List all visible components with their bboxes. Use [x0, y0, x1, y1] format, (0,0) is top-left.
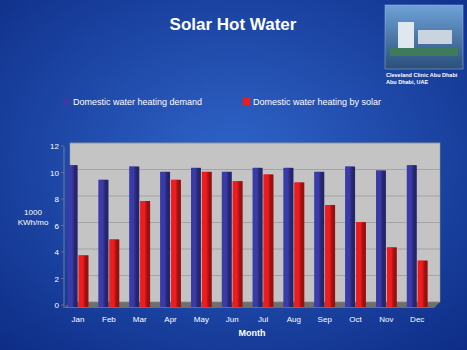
bar-shade [202, 172, 212, 307]
y-tick [61, 305, 64, 306]
x-tick-label: Sep [318, 315, 333, 324]
bar [109, 239, 119, 307]
x-tick-label: Aug [287, 315, 301, 324]
y-axis-label: 1000KWh/mo [18, 208, 49, 227]
bar [171, 180, 181, 307]
bar-shade [314, 172, 324, 307]
y-axis-label-line: KWh/mo [18, 218, 49, 227]
y-tick-label: 4 [55, 248, 60, 257]
y-tick [61, 278, 64, 279]
y-tick-label: 2 [55, 275, 60, 284]
bar-shade [356, 222, 366, 307]
bar [202, 172, 212, 307]
bar-shade [140, 201, 150, 307]
bar [233, 181, 243, 307]
x-tick-label: May [194, 315, 209, 324]
title: Solar Hot Water [170, 15, 297, 34]
bar [387, 247, 397, 307]
y-tick-label: 10 [50, 169, 59, 178]
x-tick-label: Jan [72, 315, 85, 324]
bar [345, 167, 355, 307]
legend-swatch [63, 98, 70, 105]
bar [160, 172, 170, 307]
bar-shade [171, 180, 181, 307]
x-tick-label: Apr [164, 315, 177, 324]
bar [325, 205, 335, 307]
bar-shade [264, 175, 274, 308]
x-tick-label: Oct [349, 315, 362, 324]
bar-shade [79, 255, 89, 307]
bar [253, 168, 263, 307]
bar [140, 201, 150, 307]
bar-shade [68, 165, 78, 307]
bar [264, 175, 274, 308]
bar-shade [387, 247, 397, 307]
photo-ground [390, 48, 458, 56]
photo-caption: Cleveland Clinic Abu Dhabi [386, 72, 458, 78]
bar-shade [345, 167, 355, 307]
bar [284, 168, 294, 307]
bar-shade [233, 181, 243, 307]
bar [222, 172, 232, 307]
photo-building [418, 30, 452, 44]
bar-shade [191, 168, 201, 307]
background [0, 0, 467, 350]
bar-shade [376, 171, 386, 307]
bar [376, 171, 386, 307]
grid-line [70, 143, 440, 144]
bar [407, 165, 417, 307]
photo [385, 5, 463, 69]
bar-shade [407, 165, 417, 307]
bar-shade [325, 205, 335, 307]
bar-shade [253, 168, 263, 307]
x-tick-label: Feb [102, 315, 116, 324]
bar [294, 182, 304, 307]
y-axis-line [64, 147, 65, 308]
bars [68, 165, 428, 307]
x-tick-label: Mar [133, 315, 147, 324]
x-tick-label: Jun [226, 315, 239, 324]
x-axis-label: Month [239, 328, 266, 338]
x-tick-label: Nov [379, 315, 393, 324]
legend-label: Domestic water heating demand [73, 97, 202, 107]
bar [99, 180, 109, 307]
y-tick [61, 146, 64, 147]
y-axis-label-line: 1000 [24, 208, 42, 217]
bar-shade [222, 172, 232, 307]
bar-shade [284, 168, 294, 307]
bar-shade [99, 180, 109, 307]
bar [129, 167, 139, 307]
y-tick [61, 172, 64, 173]
bar [356, 222, 366, 307]
x-tick-label: Dec [410, 315, 424, 324]
bar [79, 255, 89, 307]
y-tick [61, 199, 64, 200]
x-tick-label: Jul [258, 315, 268, 324]
bar-shade [160, 172, 170, 307]
y-tick [61, 225, 64, 226]
bar-shade [129, 167, 139, 307]
y-tick-label: 12 [50, 142, 59, 151]
bar-shade [294, 182, 304, 307]
bar [68, 165, 78, 307]
bar-shade [109, 239, 119, 307]
photo-caption: Abu Dhabi, UAE [386, 79, 428, 85]
bar-shade [418, 261, 428, 307]
bar [418, 261, 428, 307]
y-tick [61, 252, 64, 253]
legend-swatch [243, 98, 250, 105]
y-tick-label: 6 [55, 222, 60, 231]
y-tick-label: 0 [55, 301, 60, 310]
slide: Solar Hot Water Cleveland Clinic Abu Dhab… [0, 0, 467, 350]
legend-label: Domestic water heating by solar [253, 97, 381, 107]
y-tick-label: 8 [55, 195, 60, 204]
bar [314, 172, 324, 307]
bar [191, 168, 201, 307]
photo-building [398, 22, 414, 48]
